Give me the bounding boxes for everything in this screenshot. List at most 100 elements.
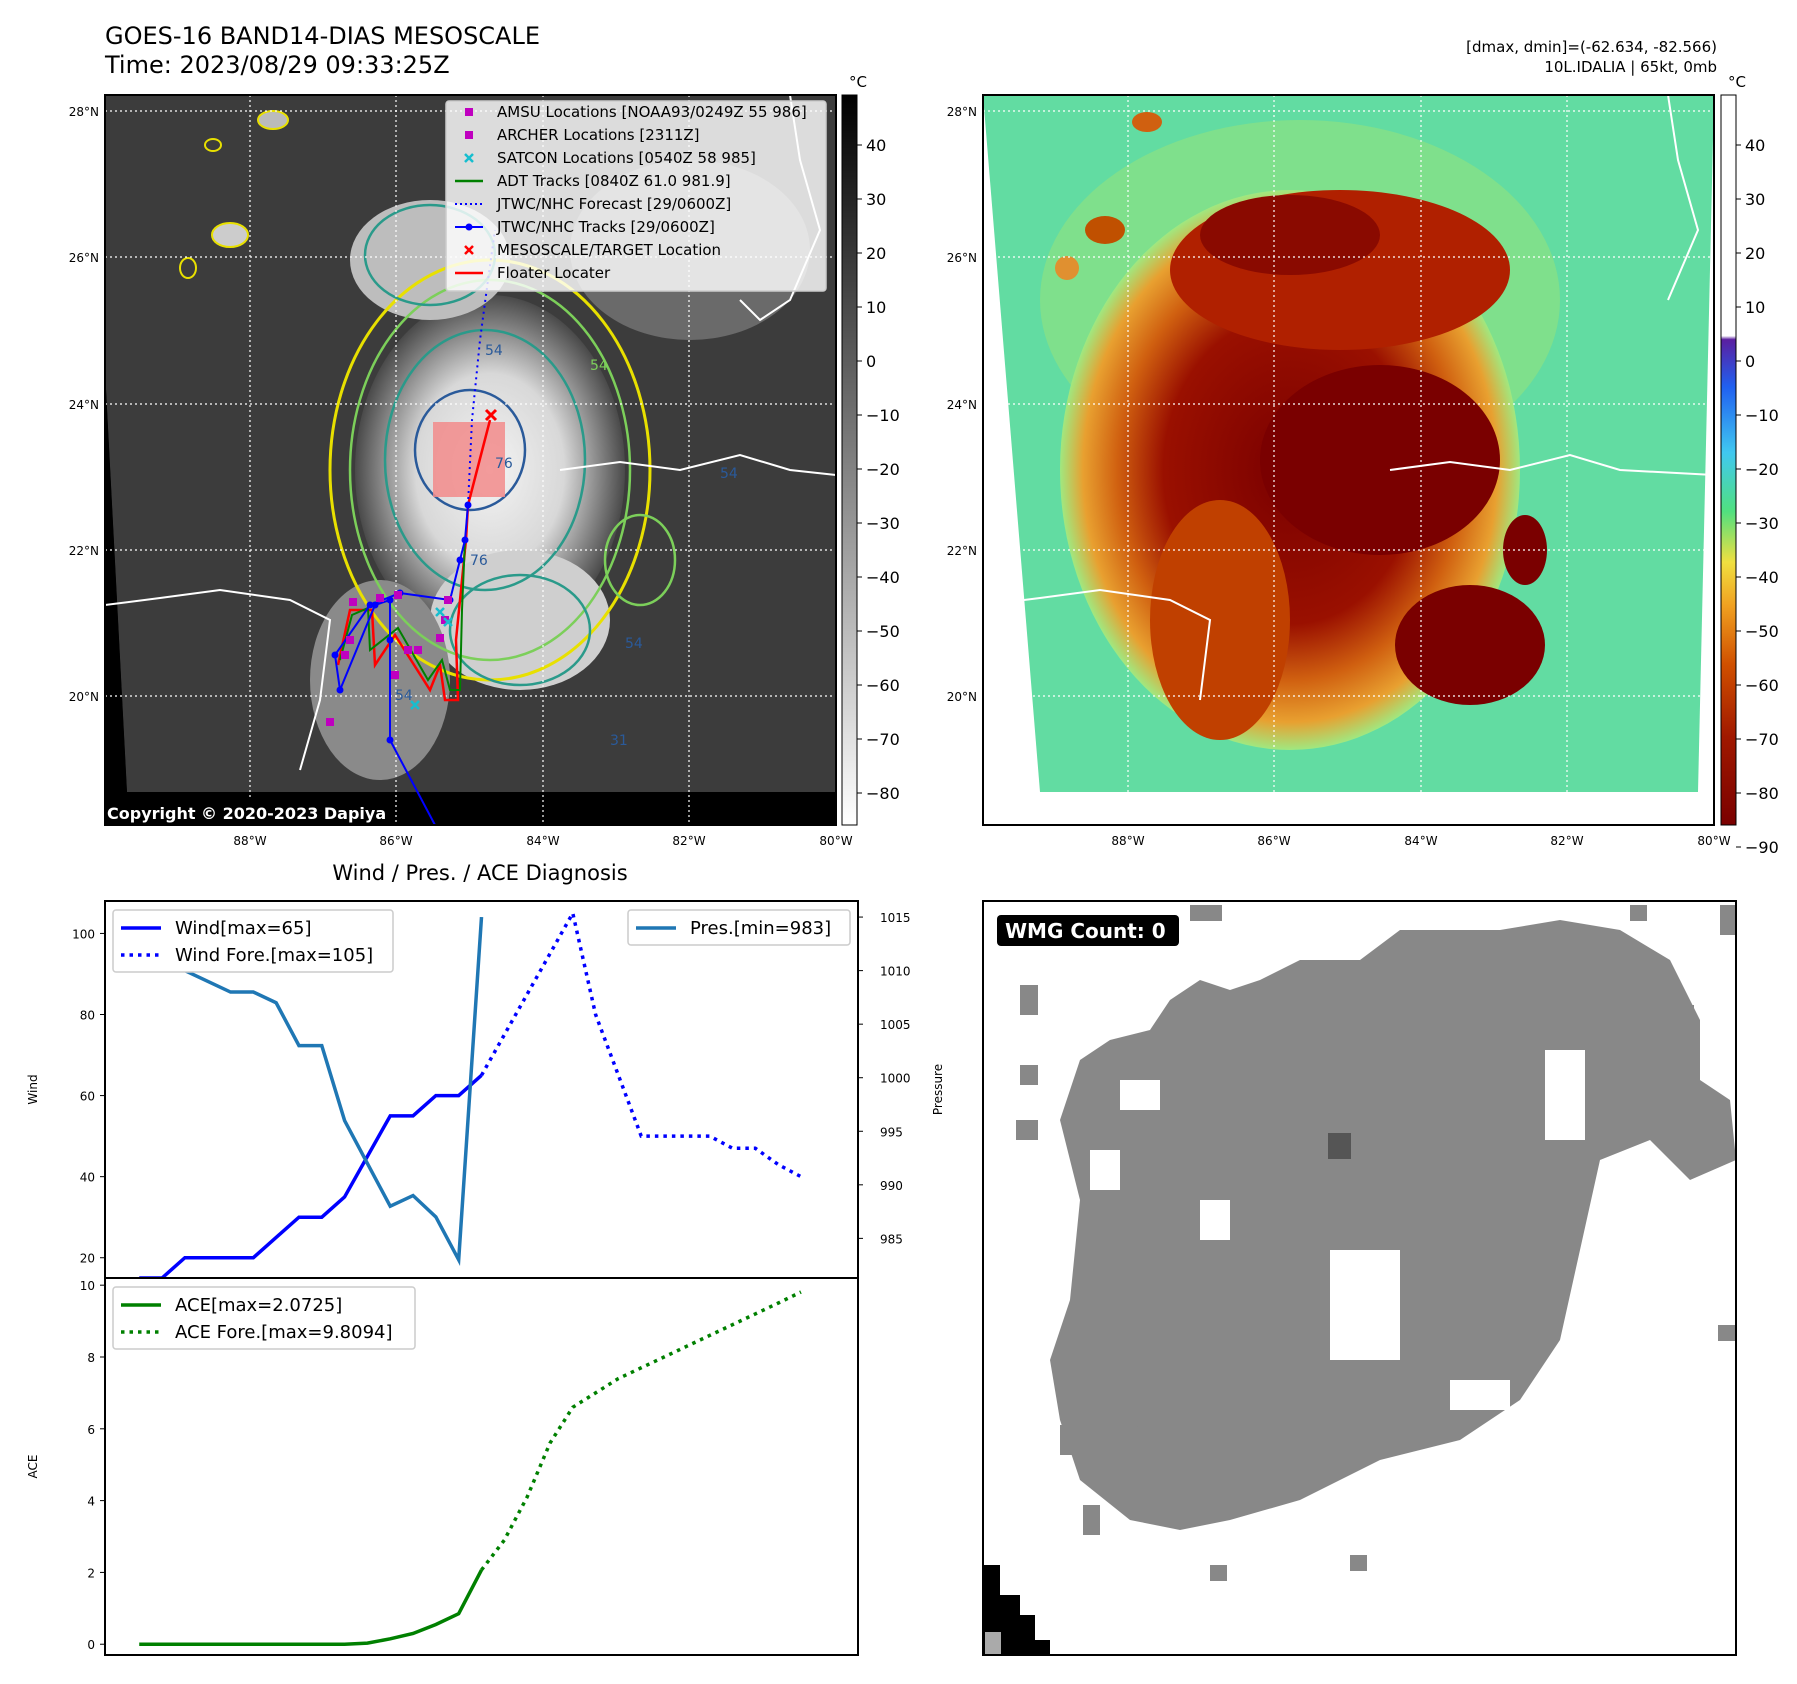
colorbar-tick-label: −30 (1745, 514, 1779, 533)
legend-swatch (464, 245, 474, 255)
y-axis-label: Wind (26, 1074, 40, 1104)
lon-label: 82°W (1550, 834, 1583, 848)
contour-label: 54 (590, 358, 608, 374)
ir-color-colorbar: °C 40 30 20 10 0 −10 −20 −30 −40 −50 −60 −70 −80 −90 (1720, 73, 1779, 857)
wmg-badge-text: WMG Count: 0 (1005, 919, 1166, 943)
colorbar-tick-label: −70 (866, 730, 900, 749)
y-tick-label: 2 (87, 1566, 95, 1580)
wmg-panel: WMG Count: 0 (982, 900, 1737, 1656)
chart-legend-box (627, 909, 851, 946)
ir-gray-axis-labels: 28°N 26°N 24°N 22°N 20°N 88°W 86°W 84°W 82°W 80°W (69, 105, 853, 848)
y2-tick-label: 990 (880, 1179, 903, 1193)
lon-label: 86°W (1257, 834, 1290, 848)
lat-label: 24°N (69, 398, 99, 412)
lat-label: 28°N (947, 105, 977, 119)
lat-label: 24°N (947, 398, 977, 412)
amsu-marker (341, 651, 349, 659)
adt-track (339, 539, 466, 691)
jtwc-nhc-point (386, 596, 394, 604)
lat-label: 20°N (947, 690, 977, 704)
wmg-frame (982, 900, 1737, 1656)
y-tick-label: 6 (87, 1423, 95, 1437)
ir-gray-legend: AMSU Locations [NOAA93/0249Z 55 986] ARCH… (445, 100, 827, 292)
colorbar-tick-label: 30 (1745, 190, 1765, 209)
amsu-marker (414, 646, 422, 654)
lon-label: 84°W (1404, 834, 1437, 848)
lat-label: 28°N (69, 105, 99, 119)
series-line (139, 1569, 484, 1646)
y2-axis-label: Pressure (931, 1064, 945, 1115)
y2-tick-label: 1000 (880, 1072, 911, 1086)
wmg-badge (997, 915, 1179, 946)
colorbar-tick-label: 0 (866, 352, 876, 371)
colorbar-tick-label: 20 (866, 244, 886, 263)
stats-line1: [dmax, dmin]=(-62.634, -82.566) (1466, 38, 1717, 56)
contour-label: 54 (720, 466, 738, 482)
jtwc-nhc-point (461, 536, 469, 544)
lat-label: 26°N (69, 251, 99, 265)
y-tick-label: 0 (87, 1638, 95, 1652)
colorbar-tick-label: −80 (866, 784, 900, 803)
copyright-text: Copyright © 2020-2023 Dapiya (107, 804, 386, 823)
ir-gray-overlay: 54 54 76 54 76 54 31 54 28°N 26°N 24°N 22°N 20°N 88°… (69, 94, 853, 848)
legend-label: MESOSCALE/TARGET Location (497, 241, 721, 259)
legend-label: AMSU Locations [NOAA93/0249Z 55 986] (497, 103, 807, 121)
colorbar-tick-label: −30 (866, 514, 900, 533)
color-colorbar-unit: °C (1728, 73, 1746, 91)
legend-label: JTWC/NHC Tracks [29/0600Z] (496, 218, 715, 236)
legend-label: JTWC/NHC Forecast [29/0600Z] (496, 195, 731, 213)
y-tick-label: 60 (80, 1090, 95, 1104)
legend-swatch-marker (465, 223, 473, 231)
colorbar-tick-label: 40 (1745, 136, 1765, 155)
lon-label: 80°W (819, 834, 852, 848)
amsu-marker (436, 634, 444, 642)
amsu-marker (376, 594, 384, 602)
series-line (139, 1074, 483, 1280)
satcon-marker (410, 700, 420, 710)
mesoscale-target-marker (484, 408, 498, 422)
amsu-marker (394, 591, 402, 599)
chart-legend-label: ACE Fore.[max=9.8094] (175, 1322, 393, 1343)
ir-color-overlay: 28°N 26°N 24°N 22°N 20°N 88°W 86°W 84°W 82°W 80°W (947, 94, 1731, 848)
legend-label: Floater Locater (497, 264, 611, 282)
amsu-marker (326, 718, 334, 726)
chart-legend-box (112, 909, 394, 973)
ir-color-frame (982, 94, 1715, 826)
y-tick-label: 8 (87, 1351, 95, 1365)
y-tick-label: 40 (80, 1171, 95, 1185)
colorbar-tick-label: −40 (1745, 568, 1779, 587)
y2-tick-label: 1015 (880, 911, 911, 925)
y-tick-label: 100 (72, 927, 95, 941)
jtwc-nhc-point (456, 556, 464, 564)
y-axis-label: ACE (26, 1455, 40, 1479)
colorbar-tick-label: −20 (1745, 460, 1779, 479)
ace-chart: 0 2 4 6 8 10 ACE ACE[max=2.0725] ACE Fore.[max=9… (26, 1277, 859, 1656)
lon-label: 80°W (1697, 834, 1730, 848)
legend-label: ADT Tracks [0840Z 61.0 981.9] (497, 172, 731, 190)
lon-label: 84°W (526, 834, 559, 848)
series-line (480, 1290, 802, 1571)
lat-label: 20°N (69, 690, 99, 704)
lon-label: 86°W (379, 834, 412, 848)
figure-title-line2: Time: 2023/08/29 09:33:25Z (105, 51, 450, 79)
lat-label: 26°N (947, 251, 977, 265)
chart-legend-label: ACE[max=2.0725] (175, 1295, 342, 1316)
ir-gray-frame (104, 94, 837, 826)
satcon-marker (435, 607, 445, 617)
chart-legend-label: Wind[max=65] (175, 918, 312, 939)
lon-label: 82°W (672, 834, 705, 848)
contour-label: 76 (470, 553, 488, 569)
contour-label: 54 (395, 688, 413, 704)
lon-label: 88°W (1111, 834, 1144, 848)
colorbar-tick-label: −60 (1745, 676, 1779, 695)
stats-line2: 10L.IDALIA | 65kt, 0mb (1544, 58, 1717, 76)
colorbar-tick-label: 20 (1745, 244, 1765, 263)
colorbar-tick-label: −50 (1745, 622, 1779, 641)
jtwc-nhc-point (386, 636, 394, 644)
y-tick-label: 10 (80, 1279, 95, 1293)
colorbar-tick-label: 0 (1745, 352, 1755, 371)
colorbar-tick-label: −80 (1745, 784, 1779, 803)
amsu-marker (404, 646, 412, 654)
y2-tick-label: 985 (880, 1232, 903, 1246)
